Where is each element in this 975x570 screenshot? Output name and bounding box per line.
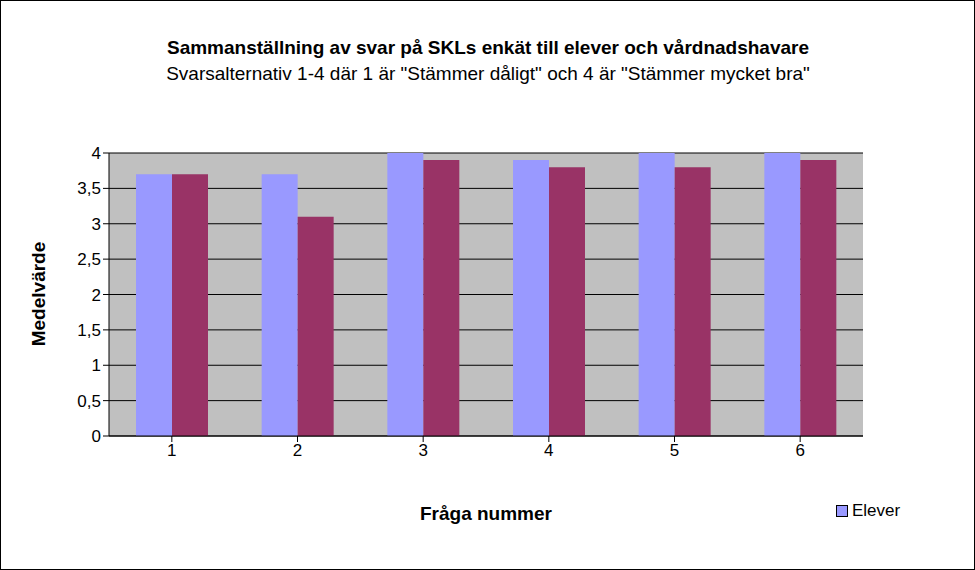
svg-text:6: 6	[795, 441, 804, 460]
svg-text:2: 2	[92, 286, 101, 305]
svg-text:4: 4	[92, 144, 101, 163]
html-text:Svarsalternativ 1-4 där 1 är ": Svarsalternativ 1-4 där 1 är "Stämmer då…	[166, 63, 810, 84]
svg-text:1: 1	[167, 441, 176, 460]
html-text:Elever: Elever	[852, 501, 901, 520]
svg-text:3: 3	[92, 215, 101, 234]
html-text:Sammanställning av svar på SKL: Sammanställning av svar på SKLs enkät ti…	[167, 37, 809, 58]
svg-text:2,5: 2,5	[77, 250, 101, 269]
svg-text:4: 4	[544, 441, 553, 460]
svg-text:3: 3	[418, 441, 427, 460]
svg-text:1,5: 1,5	[77, 321, 101, 340]
html-text:Medelvärde: Medelvärde	[28, 241, 49, 347]
svg-text:0,5: 0,5	[77, 392, 101, 411]
svg-text:0: 0	[92, 427, 101, 446]
svg-text:2: 2	[293, 441, 302, 460]
svg-text:5: 5	[670, 441, 679, 460]
svg-text:1: 1	[92, 356, 101, 375]
svg-text:3,5: 3,5	[77, 179, 101, 198]
html-text:Fråga nummer: Fråga nummer	[420, 503, 552, 524]
